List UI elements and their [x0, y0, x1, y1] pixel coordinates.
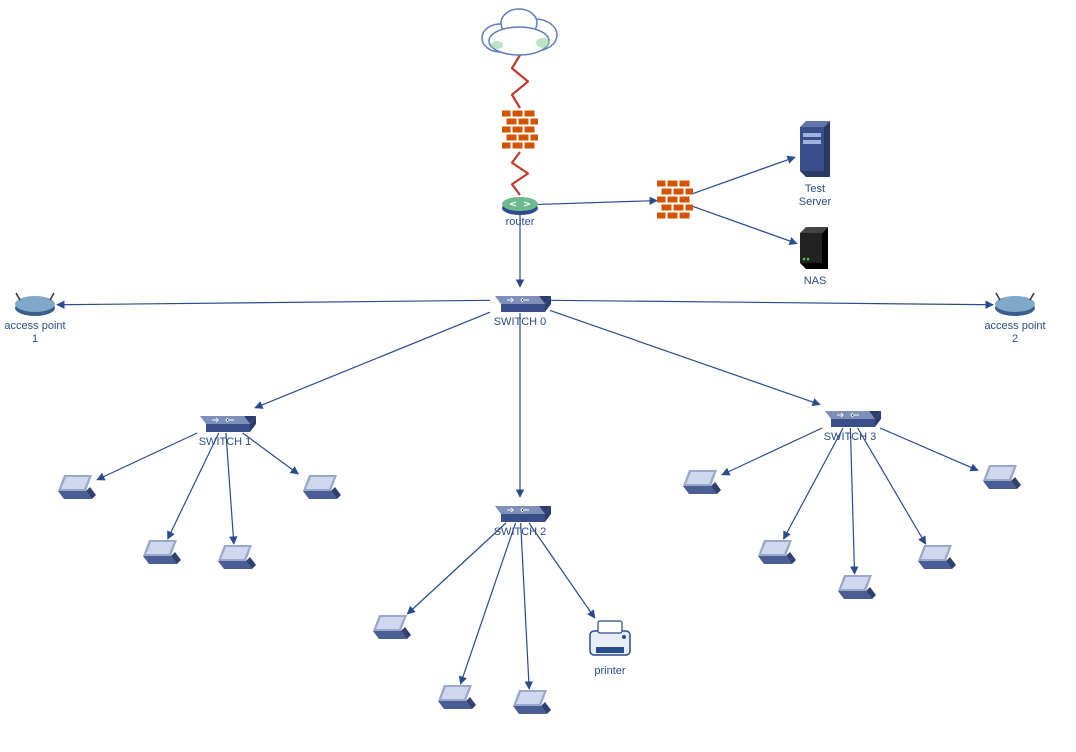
- link-arrow: [858, 428, 926, 544]
- link-arrow: [226, 433, 234, 544]
- link-arrow: [460, 523, 515, 684]
- laptop-icon[interactable]: [297, 473, 343, 507]
- link-lightning: [512, 55, 528, 108]
- switch-label: SWITCH 0: [460, 316, 580, 329]
- switch-icon[interactable]: [489, 286, 551, 314]
- router-icon[interactable]: [500, 194, 540, 216]
- nas-icon[interactable]: [796, 227, 834, 273]
- ap-label: access point 2: [955, 320, 1075, 346]
- link-lightning: [512, 152, 528, 195]
- printer-label: printer: [550, 665, 670, 678]
- switch-label: SWITCH 3: [790, 431, 910, 444]
- switch-icon[interactable]: [819, 401, 881, 429]
- laptop-icon[interactable]: [977, 463, 1023, 497]
- laptop-icon[interactable]: [52, 473, 98, 507]
- link-arrow: [255, 312, 490, 408]
- laptop-icon[interactable]: [832, 573, 878, 607]
- laptop-icon[interactable]: [212, 543, 258, 577]
- link-arrow: [693, 206, 797, 243]
- switch-label: SWITCH 2: [460, 526, 580, 539]
- link-arrow: [521, 523, 530, 689]
- server-label: Test Server: [755, 183, 875, 209]
- link-arrow: [57, 300, 490, 304]
- switch-icon[interactable]: [489, 496, 551, 524]
- switch-icon[interactable]: [194, 406, 256, 434]
- link-arrow: [784, 428, 843, 539]
- laptop-icon[interactable]: [432, 683, 478, 717]
- switch-label: SWITCH 1: [165, 436, 285, 449]
- cloud-icon[interactable]: [475, 3, 565, 58]
- nas-label: NAS: [755, 275, 875, 288]
- server-icon[interactable]: [794, 119, 836, 181]
- network-diagram: router Test Server NAS SWITCH 0 access p…: [0, 0, 1076, 752]
- firewall-icon[interactable]: [502, 108, 538, 152]
- firewall-icon[interactable]: [657, 178, 693, 222]
- ap-icon[interactable]: [992, 292, 1038, 318]
- laptop-icon[interactable]: [912, 543, 958, 577]
- laptop-icon[interactable]: [677, 468, 723, 502]
- link-arrow: [850, 428, 854, 574]
- printer-icon[interactable]: [584, 617, 636, 663]
- ap-icon[interactable]: [12, 292, 58, 318]
- ap-label: access point 1: [0, 320, 95, 346]
- laptop-icon[interactable]: [367, 613, 413, 647]
- laptop-icon[interactable]: [137, 538, 183, 572]
- link-arrow: [550, 310, 820, 404]
- router-label: router: [460, 216, 580, 229]
- laptop-icon[interactable]: [752, 538, 798, 572]
- laptop-icon[interactable]: [507, 688, 553, 722]
- link-arrow: [538, 201, 657, 205]
- link-arrow: [550, 300, 993, 304]
